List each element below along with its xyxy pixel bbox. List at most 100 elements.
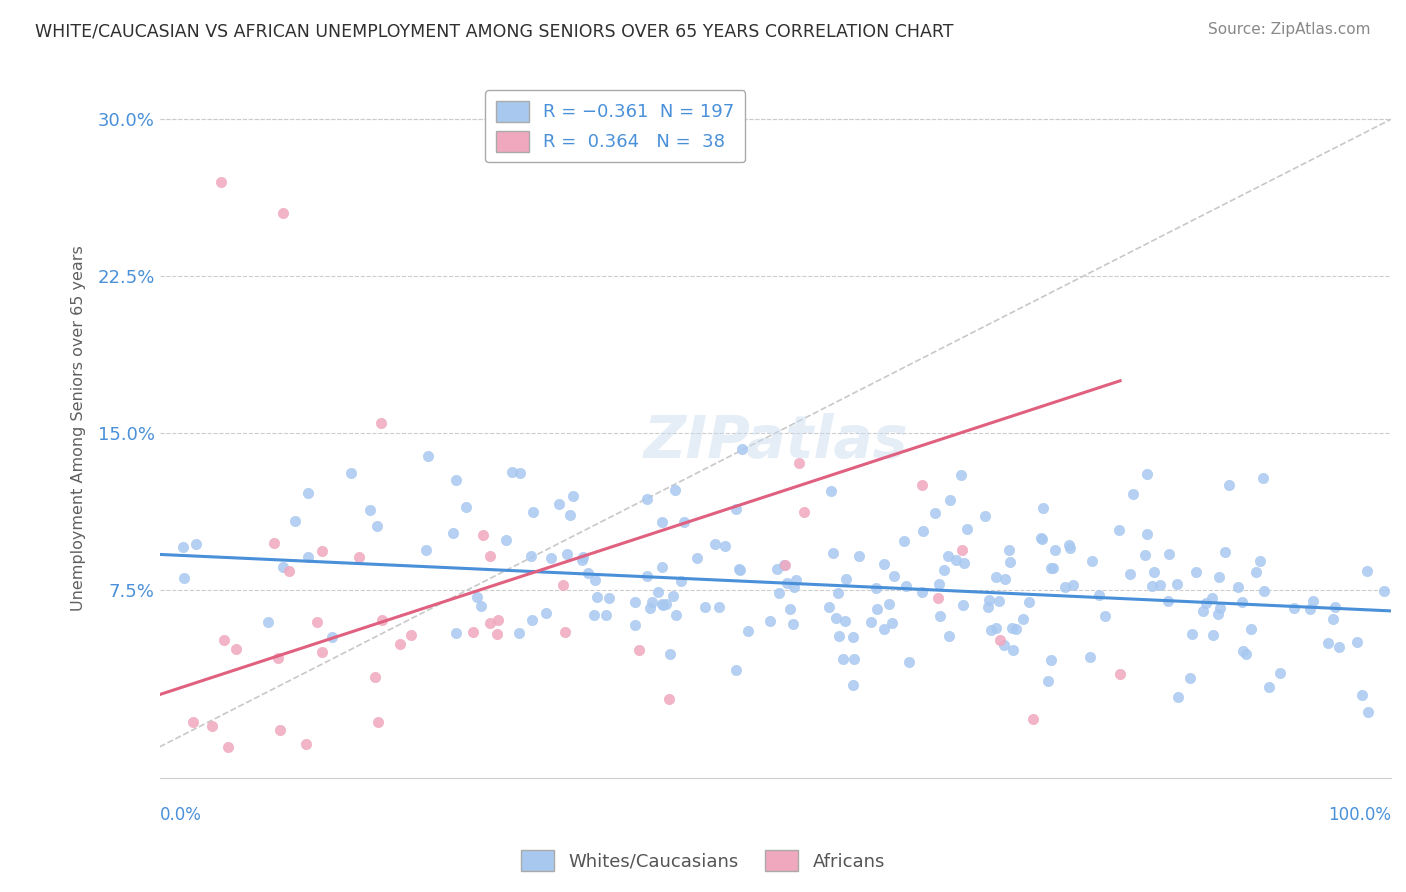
Point [560,508,582,522]
Point [834,615,856,629]
Point [1181,626,1204,640]
Point [636,569,658,583]
Point [1226,580,1249,594]
Point [389,637,412,651]
Point [664,483,686,497]
Point [1253,583,1275,598]
Point [225,642,247,657]
Point [1011,612,1033,626]
Point [759,614,782,628]
Point [707,599,730,614]
Point [520,549,543,563]
Point [848,549,870,563]
Point [311,544,333,558]
Point [998,542,1021,557]
Point [779,601,801,615]
Point [647,585,669,599]
Point [181,715,204,730]
Point [984,621,1007,635]
Point [832,652,855,666]
Point [1040,561,1063,575]
Point [728,563,751,577]
Point [928,577,950,591]
Point [1185,565,1208,579]
Point [725,663,748,677]
Point [294,737,316,751]
Point [1166,577,1188,591]
Point [865,581,887,595]
Point [478,549,501,564]
Point [783,580,806,594]
Point [673,516,696,530]
Point [841,678,863,692]
Point [984,569,1007,583]
Point [1317,636,1340,650]
Point [956,522,979,536]
Point [1156,594,1178,608]
Point [730,442,752,456]
Point [776,575,799,590]
Point [623,618,645,632]
Point [882,616,904,631]
Point [173,571,195,585]
Point [893,534,915,549]
Point [1018,595,1040,609]
Point [214,633,236,648]
Point [873,557,896,571]
Point [486,627,509,641]
Point [1094,609,1116,624]
Point [598,591,620,605]
Point [554,625,576,640]
Point [1022,712,1045,726]
Point [787,456,810,470]
Point [1202,628,1225,642]
Point [461,624,484,639]
Point [1232,595,1254,609]
Point [269,723,291,737]
Point [508,466,530,480]
Point [595,608,617,623]
Point [945,553,967,567]
Point [993,638,1015,652]
Point [522,505,544,519]
Point [727,562,749,576]
Point [782,617,804,632]
Point [828,629,851,643]
Point [1180,671,1202,685]
Point [370,416,392,430]
Legend: Whites/Caucasians, Africans: Whites/Caucasians, Africans [515,843,891,879]
Point [284,515,307,529]
Point [583,608,606,623]
Point [1251,471,1274,485]
Point [1355,564,1378,578]
Point [1005,622,1028,636]
Point [1209,601,1232,615]
Point [465,590,488,604]
Point [659,647,682,661]
Point [1350,689,1372,703]
Point [704,537,727,551]
Point [571,553,593,567]
Point [817,600,839,615]
Point [522,613,544,627]
Point [1167,690,1189,704]
Point [555,547,578,561]
Point [860,615,883,630]
Point [297,485,319,500]
Text: 0.0%: 0.0% [160,806,201,824]
Point [651,597,673,611]
Point [655,597,678,611]
Point [1062,578,1084,592]
Point [1080,649,1102,664]
Point [827,585,849,599]
Point [551,578,574,592]
Point [952,598,974,612]
Point [201,719,224,733]
Point [1029,531,1052,545]
Point [540,551,562,566]
Y-axis label: Unemployment Among Seniors over 65 years: Unemployment Among Seniors over 65 years [72,245,86,611]
Point [641,595,664,609]
Point [1268,666,1291,681]
Point [444,473,467,487]
Point [1002,643,1025,657]
